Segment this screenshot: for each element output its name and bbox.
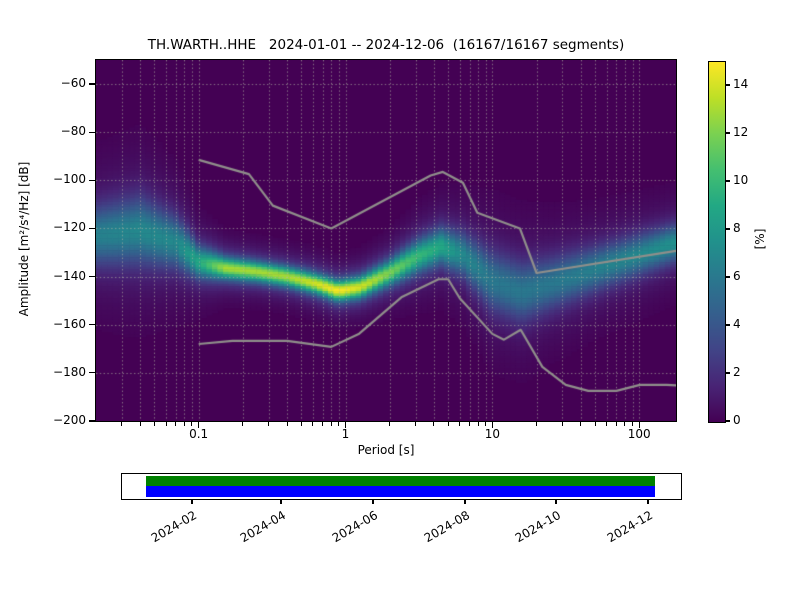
x-minor-tick-mark bbox=[121, 422, 123, 426]
x-minor-tick-mark bbox=[322, 422, 324, 426]
timeline-tick-mark bbox=[280, 500, 282, 504]
x-minor-tick-mark bbox=[477, 422, 479, 426]
x-minor-tick-mark bbox=[139, 422, 141, 426]
colorbar-tick-label: 2 bbox=[733, 365, 741, 379]
timeline-tick-mark bbox=[647, 500, 649, 504]
colorbar-tick-mark bbox=[725, 84, 730, 86]
x-minor-tick-mark bbox=[300, 422, 302, 426]
timeline-tick-label: 2024-12 bbox=[604, 508, 656, 546]
y-tick-mark bbox=[89, 179, 95, 181]
y-tick-mark bbox=[89, 227, 95, 230]
x-minor-tick-mark bbox=[268, 422, 270, 426]
timeline-tick-label: 2024-08 bbox=[421, 508, 473, 546]
x-minor-tick-mark bbox=[242, 422, 244, 426]
y-tick-mark bbox=[89, 324, 95, 326]
x-minor-tick-mark bbox=[615, 422, 617, 426]
x-minor-tick-mark bbox=[632, 422, 633, 426]
y-tick-label: −60 bbox=[60, 76, 86, 91]
colorbar-tick-label: 6 bbox=[733, 269, 741, 283]
colorbar-tick-mark bbox=[725, 420, 730, 422]
x-minor-tick-mark bbox=[286, 422, 288, 426]
colorbar-tick-mark bbox=[725, 132, 730, 134]
y-tick-mark bbox=[89, 420, 95, 422]
timeline-tick-label: 2024-10 bbox=[512, 508, 564, 546]
x-minor-tick-mark bbox=[469, 422, 471, 426]
x-tick-mark bbox=[344, 422, 347, 428]
x-minor-tick-mark bbox=[485, 422, 487, 426]
timeline-tick-label: 2024-04 bbox=[237, 508, 289, 546]
colorbar-tick-mark bbox=[725, 276, 730, 278]
timeline-tick-mark bbox=[464, 500, 466, 504]
y-tick-mark bbox=[89, 131, 95, 133]
x-tick-label: 0.1 bbox=[189, 427, 209, 441]
y-tick-label: −80 bbox=[60, 124, 86, 139]
y-tick-mark bbox=[89, 372, 95, 374]
x-minor-tick-mark bbox=[415, 422, 417, 426]
x-minor-tick-mark bbox=[175, 422, 177, 426]
timeline-tick-label: 2024-02 bbox=[148, 508, 200, 546]
x-minor-tick-mark bbox=[561, 422, 563, 426]
plot-title: TH.WARTH..HHE 2024-01-01 -- 2024-12-06 (… bbox=[147, 37, 625, 53]
x-minor-tick-mark bbox=[606, 422, 608, 426]
x-minor-tick-mark bbox=[312, 422, 314, 426]
y-tick-label: −160 bbox=[53, 316, 86, 331]
timeline-tick-mark bbox=[372, 500, 374, 504]
x-minor-tick-mark bbox=[153, 422, 155, 426]
y-tick-label: −120 bbox=[53, 220, 86, 235]
colorbar-tick-label: 8 bbox=[733, 221, 741, 235]
x-tick-mark bbox=[491, 422, 493, 428]
x-minor-tick-mark bbox=[389, 422, 391, 426]
timeline-tick-mark bbox=[191, 500, 193, 504]
colorbar-tick-label: 14 bbox=[733, 77, 749, 91]
x-minor-tick-mark bbox=[183, 422, 185, 426]
y-tick-label: −180 bbox=[53, 364, 86, 379]
x-minor-tick-mark bbox=[594, 422, 596, 426]
x-minor-tick-mark bbox=[433, 422, 435, 426]
y-tick-mark bbox=[89, 276, 95, 278]
colorbar-label: [%] bbox=[753, 228, 767, 250]
y-tick-label: −100 bbox=[53, 172, 86, 187]
x-tick-label: 1 bbox=[341, 427, 350, 441]
ppsd-heatmap bbox=[96, 60, 676, 421]
x-tick-label: 100 bbox=[627, 427, 651, 441]
colorbar-tick-label: 4 bbox=[733, 317, 741, 331]
x-minor-tick-mark bbox=[447, 422, 449, 426]
x-minor-tick-mark bbox=[191, 422, 193, 426]
x-minor-tick-mark bbox=[624, 422, 626, 426]
x-minor-tick-mark bbox=[459, 422, 461, 426]
x-tick-label: 10 bbox=[484, 427, 500, 441]
x-minor-tick-mark bbox=[165, 422, 167, 426]
x-minor-tick-mark bbox=[338, 422, 340, 426]
timeline-coverage-bar-green bbox=[145, 475, 656, 486]
x-tick-mark bbox=[198, 422, 200, 428]
x-minor-tick-mark bbox=[580, 422, 582, 426]
y-axis-label: Amplitude [m²/s⁴/Hz] [dB] bbox=[17, 161, 31, 317]
x-tick-mark bbox=[638, 422, 640, 428]
timeline-tick-mark bbox=[555, 500, 557, 504]
y-tick-label: −140 bbox=[53, 268, 86, 283]
x-minor-tick-mark bbox=[536, 422, 538, 426]
y-tick-label: −200 bbox=[53, 413, 86, 427]
colorbar-tick-mark bbox=[725, 180, 730, 182]
colorbar-tick-mark bbox=[725, 372, 730, 374]
timeline-coverage-bar-blue bbox=[145, 485, 656, 497]
x-axis-label: Period [s] bbox=[357, 443, 415, 457]
y-tick-mark bbox=[89, 83, 95, 85]
colorbar-tick-label: 12 bbox=[733, 125, 749, 139]
colorbar-tick-mark bbox=[725, 228, 730, 230]
timeline-tick-label: 2024-06 bbox=[329, 508, 381, 546]
x-minor-tick-mark bbox=[330, 422, 332, 426]
colorbar bbox=[708, 61, 726, 423]
colorbar-tick-mark bbox=[725, 324, 730, 326]
colorbar-tick-label: 0 bbox=[733, 413, 741, 427]
colorbar-tick-label: 10 bbox=[733, 173, 749, 187]
